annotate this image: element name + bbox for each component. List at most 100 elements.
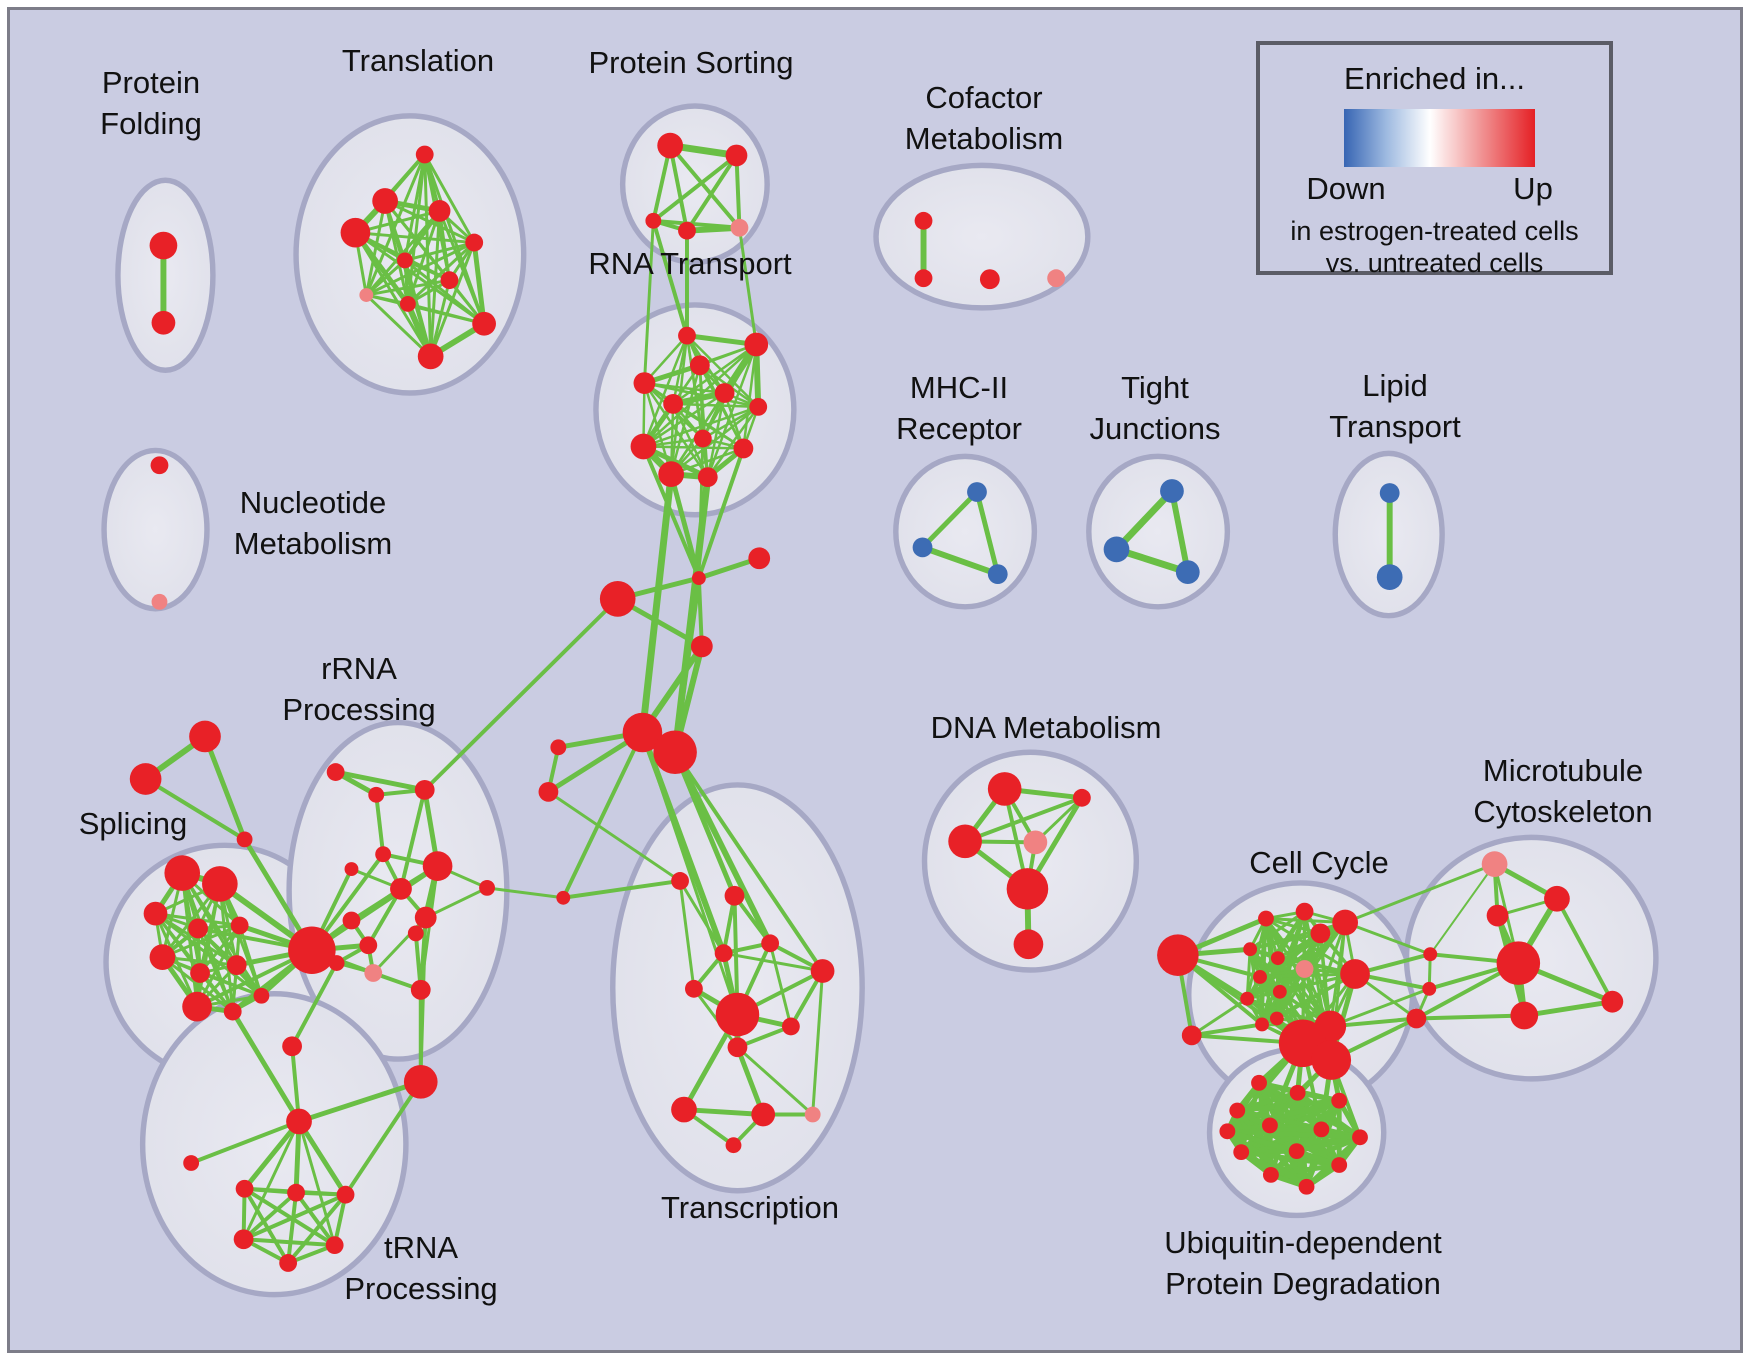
node-sp-4[interactable] [230,916,249,935]
node-rna-10[interactable] [658,461,685,488]
node-mt-7[interactable] [1510,1001,1539,1030]
node-sp-1[interactable] [202,866,238,902]
node-tr-4[interactable] [465,233,484,252]
node-ub-8[interactable] [1288,1143,1305,1160]
node-ps-1[interactable] [725,144,748,167]
node-ub-9[interactable] [1331,1157,1348,1173]
node-tn-6[interactable] [325,1236,344,1255]
node-rna-0[interactable] [678,326,696,345]
node-fr-11[interactable] [550,739,567,756]
node-tx-11[interactable] [671,872,689,890]
node-rr-14[interactable] [410,979,431,1000]
node-rna-11[interactable] [697,467,718,488]
node-ub-3[interactable] [1229,1102,1246,1119]
node-mt-0[interactable] [1481,851,1508,877]
node-ub-1[interactable] [1289,1084,1306,1101]
node-tn-3[interactable] [287,1183,305,1202]
node-fr-13[interactable] [556,890,571,905]
node-pf-0[interactable] [149,231,178,260]
node-tn-2[interactable] [235,1179,254,1198]
node-rna-8[interactable] [630,433,657,460]
node-fr-1[interactable] [129,763,162,795]
node-ps-0[interactable] [657,132,684,159]
node-fr-0[interactable] [189,720,221,753]
node-sp-10[interactable] [253,987,270,1004]
node-tj-2[interactable] [1175,560,1200,585]
node-dm-4[interactable] [1006,868,1049,910]
node-cof-2[interactable] [979,269,1000,290]
node-tr-3[interactable] [340,217,371,248]
node-rr-1[interactable] [368,786,385,803]
node-fr-9[interactable] [622,712,663,753]
node-dm-5[interactable] [1013,929,1044,960]
node-mhc-2[interactable] [987,564,1008,585]
node-tr-0[interactable] [415,145,434,164]
node-ub-0[interactable] [1251,1074,1267,1091]
node-ps-2[interactable] [645,212,662,229]
node-cc-5[interactable] [1310,923,1331,944]
node-cc-14[interactable] [1255,1017,1269,1032]
node-tx-4[interactable] [715,992,760,1037]
node-rna-7[interactable] [693,429,712,448]
node-lt-1[interactable] [1376,564,1403,590]
node-ub-6[interactable] [1352,1129,1368,1146]
node-cc-13[interactable] [1269,1011,1284,1026]
node-rr-13[interactable] [364,964,383,982]
node-tn-0[interactable] [286,1108,312,1135]
node-rna-3[interactable] [633,372,656,395]
node-tn-4[interactable] [336,1185,355,1204]
node-dm-3[interactable] [1023,830,1048,855]
node-fr-5[interactable] [691,571,706,586]
node-cc-1[interactable] [1181,1025,1202,1046]
node-fr-12[interactable] [538,781,559,802]
node-sp-6[interactable] [190,963,210,983]
node-lt-0[interactable] [1379,483,1400,503]
node-ps-3[interactable] [678,221,696,240]
node-tx-9[interactable] [804,1106,821,1123]
node-tr-2[interactable] [428,200,451,222]
node-cc-8[interactable] [1295,960,1314,978]
node-rr-9[interactable] [414,906,437,929]
node-dm-2[interactable] [948,824,982,859]
node-rr-10[interactable] [359,936,378,955]
node-tr-7[interactable] [359,288,374,302]
node-cof-0[interactable] [914,211,933,230]
node-cc-3[interactable] [1295,902,1314,921]
node-tr-1[interactable] [372,188,398,214]
node-fr-6[interactable] [748,547,771,570]
node-sp-8[interactable] [182,991,212,1022]
node-ub-2[interactable] [1331,1092,1348,1109]
node-tx-12[interactable] [724,885,745,906]
node-fr-10[interactable] [653,730,697,775]
node-mt-5[interactable] [1406,1008,1427,1029]
node-tx-5[interactable] [781,1017,800,1036]
node-tx-8[interactable] [751,1102,776,1127]
node-sp-5[interactable] [149,944,176,971]
node-ub-4[interactable] [1262,1117,1278,1134]
node-dm-0[interactable] [987,772,1022,806]
node-dm-1[interactable] [1072,788,1091,807]
node-tj-0[interactable] [1160,479,1184,503]
node-tr-10[interactable] [417,343,444,370]
node-sp-2[interactable] [143,901,168,926]
node-tn-5[interactable] [233,1229,254,1250]
node-rna-5[interactable] [663,394,684,414]
node-ub-7[interactable] [1233,1144,1250,1161]
node-mt-6[interactable] [1496,941,1541,985]
node-ub-12[interactable] [1219,1123,1236,1140]
node-tx-2[interactable] [810,959,835,983]
node-tx-6[interactable] [727,1037,748,1058]
node-tx-3[interactable] [685,979,703,998]
node-mt-3[interactable] [1423,947,1438,962]
node-tr-5[interactable] [397,252,413,269]
node-cc-17[interactable] [1311,1040,1352,1080]
node-ub-11[interactable] [1298,1178,1315,1195]
node-cc-9[interactable] [1340,959,1370,989]
node-sp-9[interactable] [223,1002,242,1021]
node-rr-3[interactable] [375,846,392,863]
node-cc-0[interactable] [1157,934,1199,976]
node-rr-7[interactable] [288,926,336,974]
node-nm-1[interactable] [151,593,168,610]
node-ps-4[interactable] [730,218,749,237]
node-rna-2[interactable] [689,355,710,376]
